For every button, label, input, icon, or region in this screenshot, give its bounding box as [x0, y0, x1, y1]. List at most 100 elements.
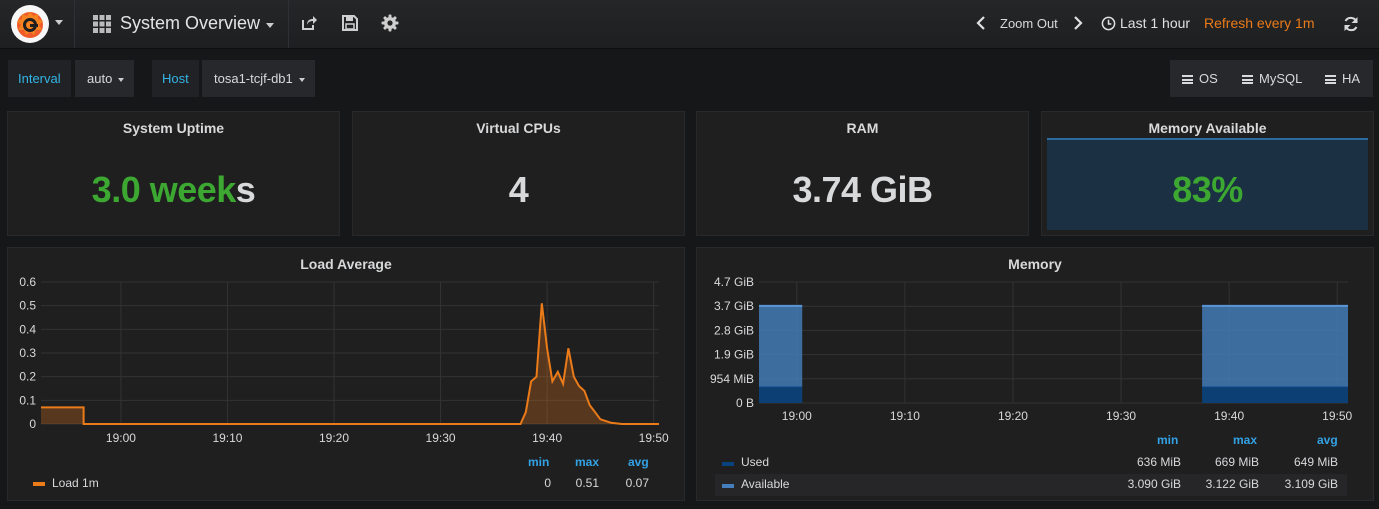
load-average-panel: Load Average 0 0.1 0.2 0.3 0.4 0.5 0.6 19:00 19:… [7, 247, 685, 501]
legend-max: 669 MiB [1214, 455, 1259, 469]
chevron-down-icon [298, 77, 305, 82]
chevron-down-icon [55, 20, 63, 25]
legend-min: 3.090 GiB [1127, 477, 1181, 491]
legend-series-name[interactable]: Load 1m [52, 476, 99, 490]
host-variable-label: Host [152, 60, 199, 97]
memory-available-panel: Memory Available 83% [1041, 111, 1374, 236]
grafana-menu-button[interactable] [0, 0, 75, 48]
virtual-cpus-panel: Virtual CPUs 4 [352, 111, 685, 236]
series-area-used [759, 386, 803, 403]
series-color-swatch[interactable] [722, 484, 734, 488]
x-tick-label: 19:30 [1106, 409, 1136, 423]
series-area-available [759, 305, 803, 387]
legend-header-min[interactable]: min [1157, 433, 1179, 447]
panel-title[interactable]: Virtual CPUs [476, 120, 561, 136]
stat-value-suffix: s [235, 169, 256, 210]
ram-panel: RAM 3.74 GiB [696, 111, 1029, 236]
legend-header-avg[interactable]: avg [628, 455, 649, 469]
save-icon[interactable] [341, 14, 359, 32]
legend-min: 636 MiB [1136, 455, 1181, 469]
y-tick-label: 0.4 [19, 322, 36, 336]
share-icon[interactable] [300, 14, 318, 32]
grafana-logo-icon [11, 5, 49, 43]
series-color-swatch[interactable] [722, 462, 734, 466]
host-variable-select[interactable]: tosa1-tcjf-db1 [202, 60, 315, 97]
y-tick-label: 4.7 GiB [714, 275, 754, 289]
interval-variable-label: Interval [8, 60, 71, 97]
series-color-swatch[interactable] [33, 482, 45, 486]
bars-icon [1182, 75, 1193, 84]
dashboard-link-label: HA [1342, 71, 1361, 86]
legend-max: 0.51 [575, 476, 599, 490]
x-tick-label: 19:40 [532, 431, 562, 445]
legend-series-name[interactable]: Used [741, 455, 770, 469]
memory-graph[interactable]: 0 B 954 MiB 1.9 GiB 2.8 GiB 3.7 GiB 4.7 GiB 19… [697, 274, 1373, 434]
stat-value: 4 [508, 169, 529, 210]
system-uptime-panel: System Uptime 3.0 weeks [7, 111, 340, 236]
legend-max: 3.122 GiB [1205, 477, 1259, 491]
bars-icon [1325, 75, 1336, 84]
legend-header-max[interactable]: max [1233, 433, 1258, 447]
y-tick-label: 0 B [736, 396, 754, 410]
sparkline [1047, 138, 1368, 230]
x-tick-label: 19:30 [426, 431, 456, 445]
panel-title[interactable]: System Uptime [122, 120, 225, 136]
panel-title[interactable]: RAM [846, 120, 879, 136]
legend-row-highlight [715, 474, 1347, 496]
y-tick-label: 954 MiB [710, 372, 754, 386]
legend-header-min[interactable]: min [528, 455, 550, 469]
dashboard-title: System Overview [120, 13, 261, 33]
zoom-out-button[interactable]: Zoom Out [1000, 16, 1058, 31]
legend-min: 0 [544, 476, 551, 490]
y-tick-label: 0.1 [19, 393, 36, 407]
chevron-left-icon[interactable] [973, 14, 991, 32]
x-tick-label: 19:50 [1322, 409, 1352, 423]
gear-icon[interactable] [381, 14, 399, 32]
x-tick-label: 19:10 [890, 409, 920, 423]
y-tick-label: 3.7 GiB [714, 299, 754, 313]
panel-title[interactable]: Memory Available [1148, 120, 1267, 136]
x-tick-label: 19:50 [639, 431, 669, 445]
x-tick-label: 19:40 [1214, 409, 1244, 423]
legend-avg: 3.109 GiB [1284, 477, 1338, 491]
dashboard-link-mysql[interactable]: MySQL [1230, 60, 1318, 97]
dashboard-link-os[interactable]: OS [1170, 60, 1232, 97]
legend-header-avg[interactable]: avg [1317, 433, 1338, 447]
panel-title[interactable]: Memory [1008, 256, 1062, 272]
stat-value-number: 3.0 week [91, 169, 237, 210]
dashboard-picker-button[interactable]: System Overview [75, 0, 289, 48]
load-average-graph[interactable]: 0 0.1 0.2 0.3 0.4 0.5 0.6 19:00 19:10 19:20 19:30 1… [8, 274, 684, 464]
x-tick-label: 19:00 [106, 431, 136, 445]
refresh-icon[interactable] [1342, 15, 1360, 33]
time-range-button[interactable]: Last 1 hour [1120, 15, 1191, 31]
top-navbar: System Overview Zoom Out Last 1 hour Ref… [0, 0, 1379, 49]
stat-value: 3.74 GiB [792, 169, 933, 210]
series-area-used [1202, 386, 1348, 403]
stat-value: 83% [1172, 169, 1243, 210]
y-tick-label: 0.3 [19, 346, 36, 360]
stat-value: 3.0 weeks [8, 169, 339, 211]
x-tick-label: 19:10 [212, 431, 242, 445]
legend-series-name[interactable]: Available [741, 477, 790, 491]
y-tick-label: 0.5 [19, 299, 36, 313]
interval-variable-select[interactable]: auto [75, 60, 134, 97]
chevron-down-icon [266, 23, 274, 28]
host-variable-value: tosa1-tcjf-db1 [214, 71, 293, 86]
clock-icon [1101, 16, 1116, 31]
legend-avg: 649 MiB [1293, 455, 1338, 469]
series-area-available [1202, 305, 1348, 387]
y-tick-label: 0.6 [19, 275, 36, 289]
legend-avg: 0.07 [625, 476, 649, 490]
series-line-load-1m [41, 303, 659, 425]
dashboard-link-label: OS [1199, 71, 1218, 86]
chevron-down-icon [118, 77, 125, 82]
dashboard-link-label: MySQL [1259, 71, 1303, 86]
legend-header-max[interactable]: max [575, 455, 600, 469]
dashboard-grid-icon [93, 15, 111, 33]
panel-title[interactable]: Load Average [300, 256, 392, 272]
interval-variable-value: auto [87, 71, 113, 86]
chevron-right-icon[interactable] [1068, 14, 1086, 32]
refresh-interval[interactable]: Refresh every 1m [1204, 15, 1315, 31]
y-tick-label: 0 [29, 417, 36, 431]
dashboard-link-ha[interactable]: HA [1313, 60, 1373, 97]
